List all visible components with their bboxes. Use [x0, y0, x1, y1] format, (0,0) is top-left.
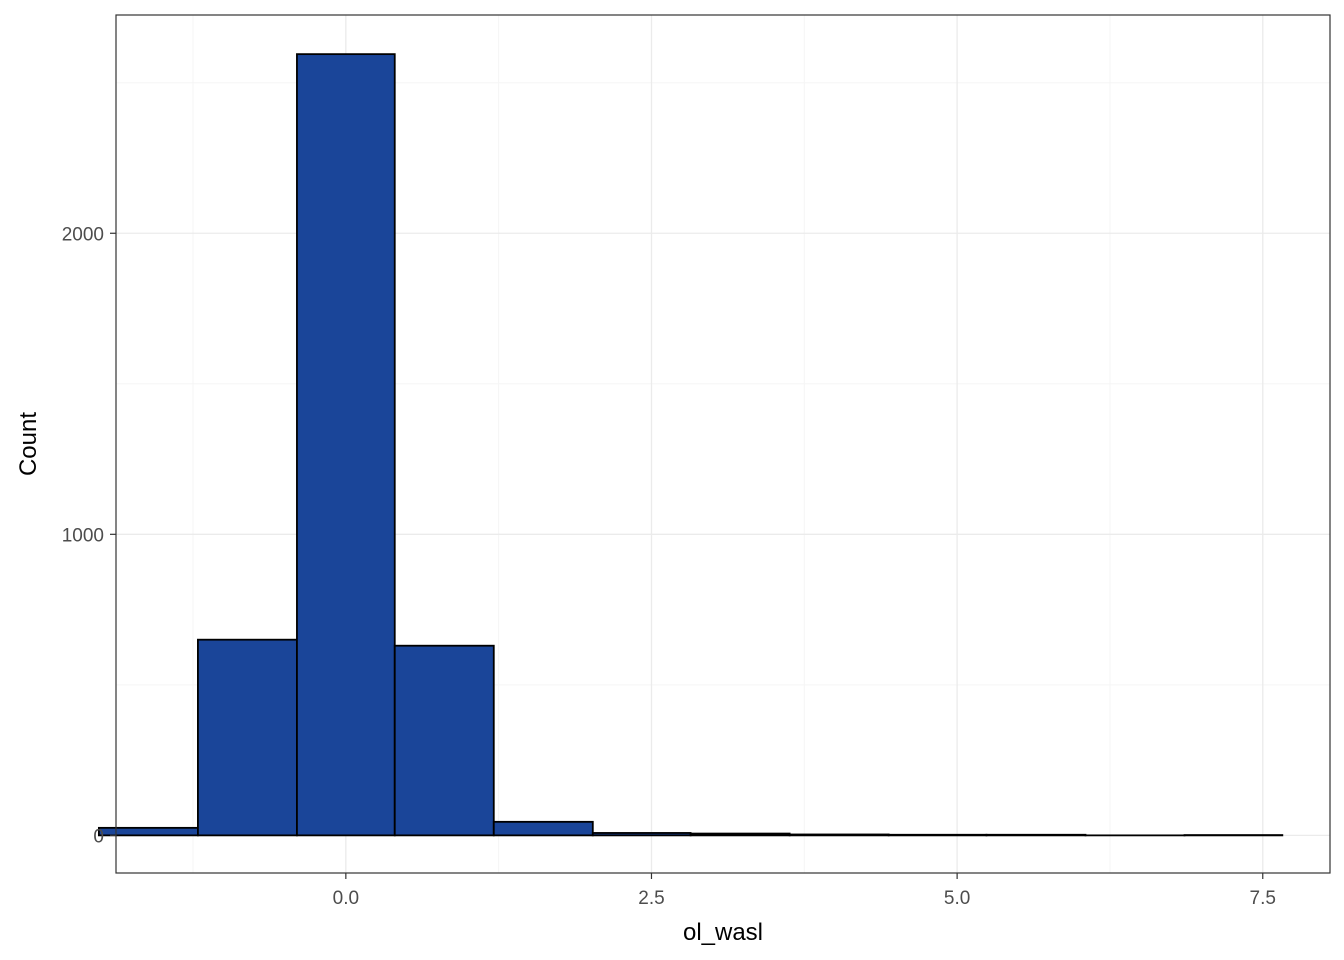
- x-axis-ticks: 0.0 2.5 5.0 7.5: [333, 873, 1276, 909]
- histogram-bar: [492, 820, 594, 837]
- x-tick-label: 7.5: [1250, 888, 1276, 909]
- histogram-bar: [197, 638, 298, 837]
- x-tick-label: 0.0: [333, 888, 359, 909]
- histogram-bars: [97, 53, 1284, 837]
- y-tick-label: 2000: [62, 224, 104, 245]
- histogram-bar: [97, 826, 199, 837]
- histogram-bar: [788, 833, 890, 837]
- x-axis-title: ol_wasl: [683, 919, 763, 946]
- y-tick-label: 0: [93, 826, 104, 847]
- histogram-bar: [689, 832, 791, 837]
- x-tick-label: 2.5: [638, 888, 664, 909]
- histogram-bar: [393, 644, 495, 837]
- histogram-bar: [296, 53, 396, 837]
- histogram-bar: [985, 833, 1087, 837]
- y-axis-ticks: 0 1000 2000: [62, 224, 116, 847]
- histogram-bar: [887, 833, 988, 837]
- y-axis-title: Count: [15, 412, 42, 476]
- y-tick-label: 1000: [62, 525, 104, 546]
- x-tick-label: 5.0: [944, 888, 970, 909]
- panel-border: [115, 14, 1331, 874]
- histogram-bar: [591, 832, 692, 837]
